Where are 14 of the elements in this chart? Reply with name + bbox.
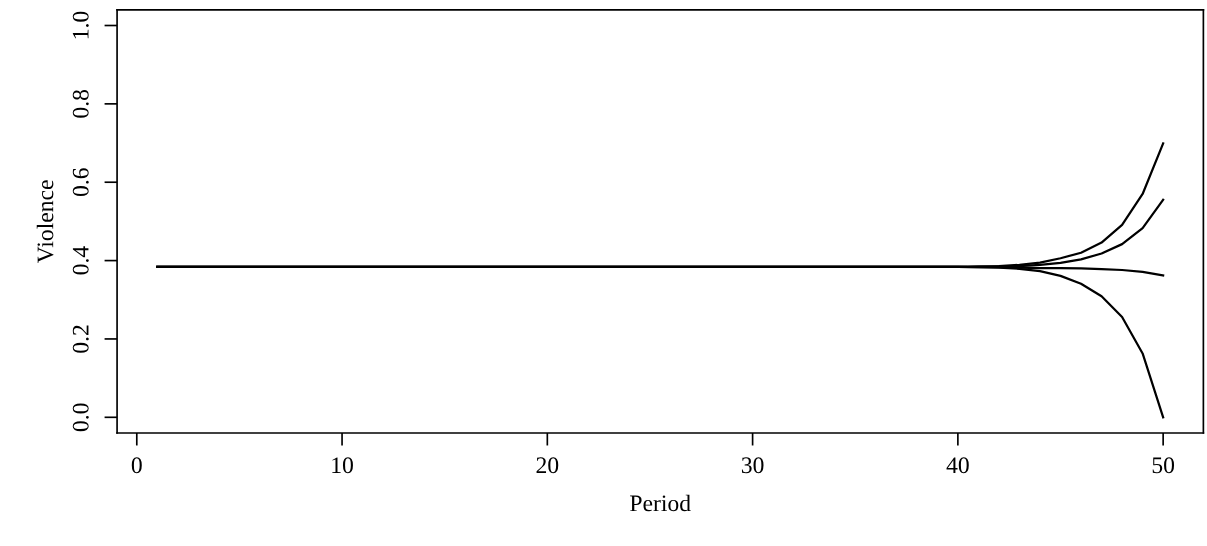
y-tick-label: 0.0 bbox=[72, 403, 89, 432]
x-tick-label: 20 bbox=[536, 457, 559, 474]
x-tick-label: 50 bbox=[1152, 457, 1175, 474]
y-axis-title: Violence bbox=[36, 180, 54, 264]
y-tick-label: 0.2 bbox=[72, 325, 89, 353]
x-axis-title: Period bbox=[630, 494, 691, 512]
x-tick-label: 10 bbox=[332, 457, 353, 474]
y-tick-label: 0.6 bbox=[72, 168, 89, 197]
x-tick-label: 40 bbox=[946, 457, 969, 474]
y-tick-label: 0.4 bbox=[72, 246, 89, 275]
x-tick-label: 30 bbox=[741, 457, 764, 474]
x-tick-label: 0 bbox=[131, 457, 142, 474]
y-tick-label: 1.0 bbox=[72, 11, 89, 39]
y-tick-label: 0.8 bbox=[72, 90, 89, 118]
